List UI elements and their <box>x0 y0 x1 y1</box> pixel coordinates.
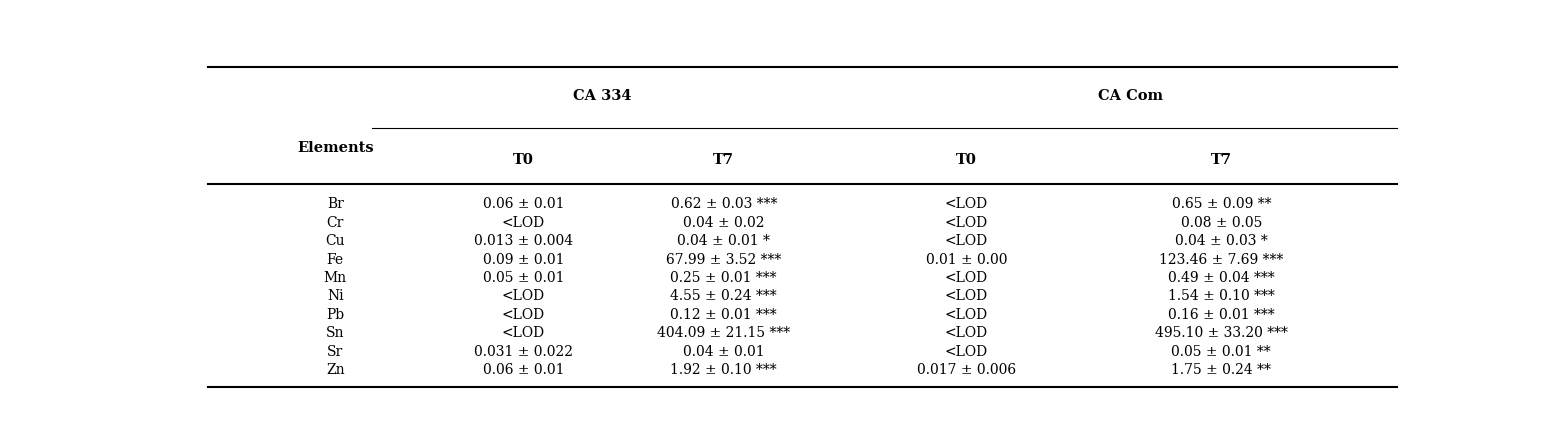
Text: <LOD: <LOD <box>944 290 988 303</box>
Text: Zn: Zn <box>326 363 345 377</box>
Text: 1.54 ± 0.10 ***: 1.54 ± 0.10 *** <box>1168 290 1275 303</box>
Text: 1.75 ± 0.24 **: 1.75 ± 0.24 ** <box>1171 363 1272 377</box>
Text: <LOD: <LOD <box>944 344 988 358</box>
Text: 0.04 ± 0.01: 0.04 ± 0.01 <box>683 344 764 358</box>
Text: 0.49 ± 0.04 ***: 0.49 ± 0.04 *** <box>1168 271 1275 285</box>
Text: <LOD: <LOD <box>944 308 988 322</box>
Text: Pb: Pb <box>326 308 345 322</box>
Text: <LOD: <LOD <box>501 308 545 322</box>
Text: 0.12 ± 0.01 ***: 0.12 ± 0.01 *** <box>670 308 777 322</box>
Text: 123.46 ± 7.69 ***: 123.46 ± 7.69 *** <box>1159 253 1284 267</box>
Text: Mn: Mn <box>324 271 348 285</box>
Text: 0.04 ± 0.02: 0.04 ± 0.02 <box>683 216 764 230</box>
Text: <LOD: <LOD <box>501 216 545 230</box>
Text: 0.05 ± 0.01: 0.05 ± 0.01 <box>482 271 564 285</box>
Text: 0.08 ± 0.05: 0.08 ± 0.05 <box>1181 216 1262 230</box>
Text: 1.92 ± 0.10 ***: 1.92 ± 0.10 *** <box>670 363 777 377</box>
Text: Cu: Cu <box>326 234 345 248</box>
Text: 0.013 ± 0.004: 0.013 ± 0.004 <box>474 234 573 248</box>
Text: Sr: Sr <box>327 344 343 358</box>
Text: 0.65 ± 0.09 **: 0.65 ± 0.09 ** <box>1171 198 1272 211</box>
Text: 0.06 ± 0.01: 0.06 ± 0.01 <box>482 198 564 211</box>
Text: 0.05 ± 0.01 **: 0.05 ± 0.01 ** <box>1171 344 1272 358</box>
Text: 495.10 ± 33.20 ***: 495.10 ± 33.20 *** <box>1154 326 1287 340</box>
Text: 67.99 ± 3.52 ***: 67.99 ± 3.52 *** <box>666 253 781 267</box>
Text: T7: T7 <box>1211 153 1232 167</box>
Text: <LOD: <LOD <box>944 234 988 248</box>
Text: CA Com: CA Com <box>1098 88 1164 103</box>
Text: T7: T7 <box>713 153 734 167</box>
Text: Ni: Ni <box>327 290 343 303</box>
Text: T0: T0 <box>955 153 977 167</box>
Text: <LOD: <LOD <box>501 290 545 303</box>
Text: <LOD: <LOD <box>944 326 988 340</box>
Text: 0.01 ± 0.00: 0.01 ± 0.00 <box>926 253 1007 267</box>
Text: 0.031 ± 0.022: 0.031 ± 0.022 <box>474 344 573 358</box>
Text: 0.04 ± 0.03 *: 0.04 ± 0.03 * <box>1174 234 1267 248</box>
Text: CA 334: CA 334 <box>573 88 631 103</box>
Text: 4.55 ± 0.24 ***: 4.55 ± 0.24 *** <box>670 290 777 303</box>
Text: 0.017 ± 0.006: 0.017 ± 0.006 <box>916 363 1016 377</box>
Text: 0.06 ± 0.01: 0.06 ± 0.01 <box>482 363 564 377</box>
Text: 0.25 ± 0.01 ***: 0.25 ± 0.01 *** <box>670 271 777 285</box>
Text: Elements: Elements <box>298 141 374 155</box>
Text: Cr: Cr <box>327 216 345 230</box>
Text: Fe: Fe <box>327 253 345 267</box>
Text: T0: T0 <box>514 153 534 167</box>
Text: Sn: Sn <box>326 326 345 340</box>
Text: Br: Br <box>327 198 345 211</box>
Text: <LOD: <LOD <box>944 198 988 211</box>
Text: <LOD: <LOD <box>501 326 545 340</box>
Text: <LOD: <LOD <box>944 271 988 285</box>
Text: 0.04 ± 0.01 *: 0.04 ± 0.01 * <box>677 234 770 248</box>
Text: 0.16 ± 0.01 ***: 0.16 ± 0.01 *** <box>1168 308 1275 322</box>
Text: 0.62 ± 0.03 ***: 0.62 ± 0.03 *** <box>670 198 777 211</box>
Text: 0.09 ± 0.01: 0.09 ± 0.01 <box>482 253 564 267</box>
Text: <LOD: <LOD <box>944 216 988 230</box>
Text: 404.09 ± 21.15 ***: 404.09 ± 21.15 *** <box>658 326 791 340</box>
